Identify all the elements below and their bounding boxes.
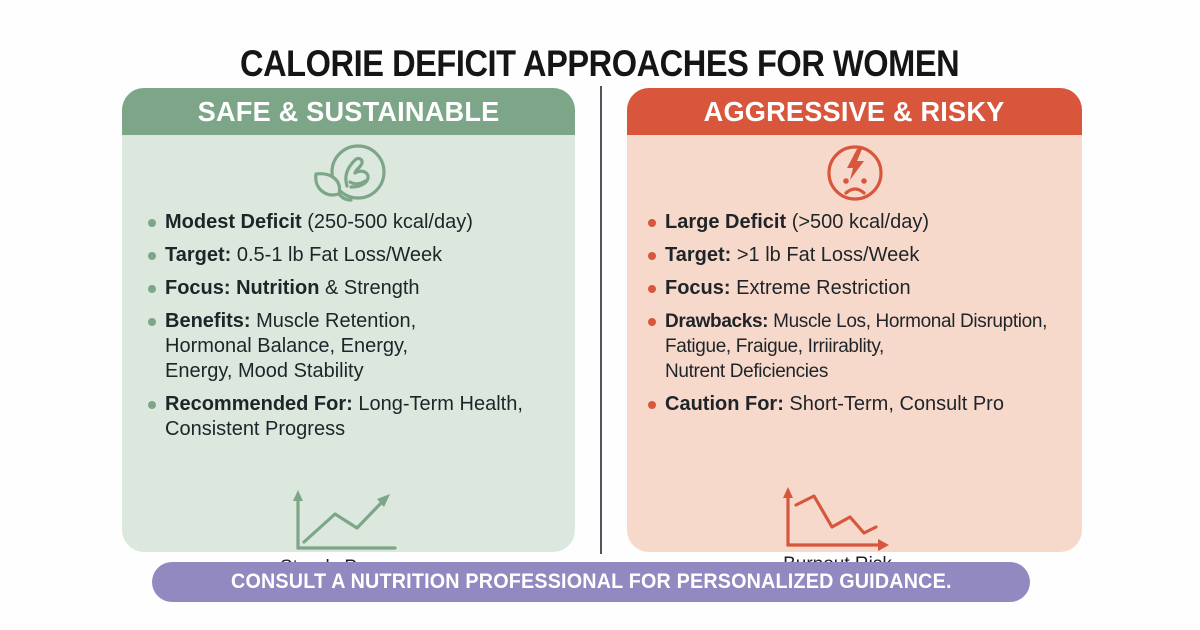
bullet-list-risky: Large Deficit (>500 kcal/day) Target: >1… <box>627 210 1082 417</box>
bullet-label: Target: <box>165 244 232 266</box>
bullet-dot <box>648 252 656 260</box>
page-title: CALORIE DEFICIT APPROACHES FOR WOMEN <box>240 42 960 84</box>
y-axis-arrow <box>293 490 303 501</box>
list-item: Focus: Nutrition & Strength <box>148 276 569 301</box>
card-safe-sustainable: SAFE & SUSTAINABLE Modest Deficit (250-5… <box>122 88 575 578</box>
list-item: Large Deficit (>500 kcal/day) <box>648 210 1076 235</box>
bullet-text: >1 lb Fat Loss/Week <box>731 244 920 266</box>
bullet-dot <box>148 318 156 326</box>
card-header-text: SAFE & SUSTAINABLE <box>197 95 500 127</box>
bullet-text: (250-500 kcal/day) <box>301 211 473 233</box>
sad-face-lightning-icon <box>627 135 1082 203</box>
bullet-dot <box>648 285 656 293</box>
list-item: Modest Deficit (250-500 kcal/day) <box>148 210 569 235</box>
trend-arrow <box>377 494 390 507</box>
card-body-risky: Large Deficit (>500 kcal/day) Target: >1… <box>627 135 1082 575</box>
bullet-label: Target: <box>665 244 732 266</box>
bullet-label: Recommended For: <box>165 393 353 415</box>
bullet-dot <box>148 219 156 227</box>
list-item: Benefits: Muscle Retention, Hormonal Bal… <box>148 309 569 384</box>
lightning-bolt <box>846 149 864 180</box>
bullet-text: (>500 kcal/day) <box>786 211 930 233</box>
list-item: Focus: Extreme Restriction <box>648 276 1076 301</box>
list-item: Caution For: Short-Term, Consult Pro <box>648 392 1076 417</box>
bullet-dot <box>648 318 656 326</box>
bullet-label: Modest Deficit <box>165 211 302 233</box>
list-item: Target: >1 lb Fat Loss/Week <box>648 243 1076 268</box>
left-eye <box>842 178 849 184</box>
bullet-label: Benefits: <box>165 310 251 332</box>
bullet-label: Focus: <box>665 277 731 299</box>
bullet-dot <box>148 285 156 293</box>
bullet-text: Long-Term Health, Consistent Progress <box>165 393 523 440</box>
bullet-text: Short-Term, Consult Pro <box>783 393 1004 415</box>
bullet-text: 0.5-1 lb Fat Loss/Week <box>231 244 443 266</box>
list-item: Drawbacks: Muscle Los, Hormonal Disrupti… <box>648 309 1076 384</box>
bullet-label: Focus: Nutrition <box>165 277 320 299</box>
bullet-label: Large Deficit <box>665 211 787 233</box>
bullet-label: Drawbacks: <box>665 311 769 332</box>
card-header-safe: SAFE & SUSTAINABLE <box>122 88 575 135</box>
bullet-text: Muscle Los, Hormonal Disruption, Fatigue… <box>665 311 1048 382</box>
footer-banner: CONSULT A NUTRITION PROFESSIONAL FOR PER… <box>152 562 1030 602</box>
frown-mouth <box>843 187 866 195</box>
right-eye <box>860 178 867 184</box>
bullet-dot <box>648 219 656 227</box>
card-aggressive-risky: AGGRESSIVE & RISKY Large Deficit (>500 k… <box>627 88 1082 575</box>
bullet-text: & Strength <box>319 277 420 299</box>
list-item: Target: 0.5-1 lb Fat Loss/Week <box>148 243 569 268</box>
list-item: Recommended For: Long-Term Health, Consi… <box>148 392 569 442</box>
bullet-dot <box>648 401 656 409</box>
footer-text: CONSULT A NUTRITION PROFESSIONAL FOR PER… <box>230 570 952 593</box>
bullet-list-safe: Modest Deficit (250-500 kcal/day) Target… <box>122 210 575 442</box>
card-header-risky: AGGRESSIVE & RISKY <box>627 88 1082 135</box>
bullet-label: Caution For: <box>665 393 784 415</box>
y-axis-arrow <box>782 487 793 498</box>
bullet-text: Extreme Restriction <box>730 277 911 299</box>
bicep-leaf-icon <box>122 135 575 203</box>
vertical-divider <box>600 86 602 554</box>
card-header-text: AGGRESSIVE & RISKY <box>704 95 1005 127</box>
bullet-dot <box>148 401 156 409</box>
bullet-text: Muscle Retention, Hormonal Balance, Ener… <box>165 310 417 382</box>
x-axis-arrow <box>877 539 889 551</box>
card-body-safe: Modest Deficit (250-500 kcal/day) Target… <box>122 135 575 578</box>
bullet-dot <box>148 252 156 260</box>
